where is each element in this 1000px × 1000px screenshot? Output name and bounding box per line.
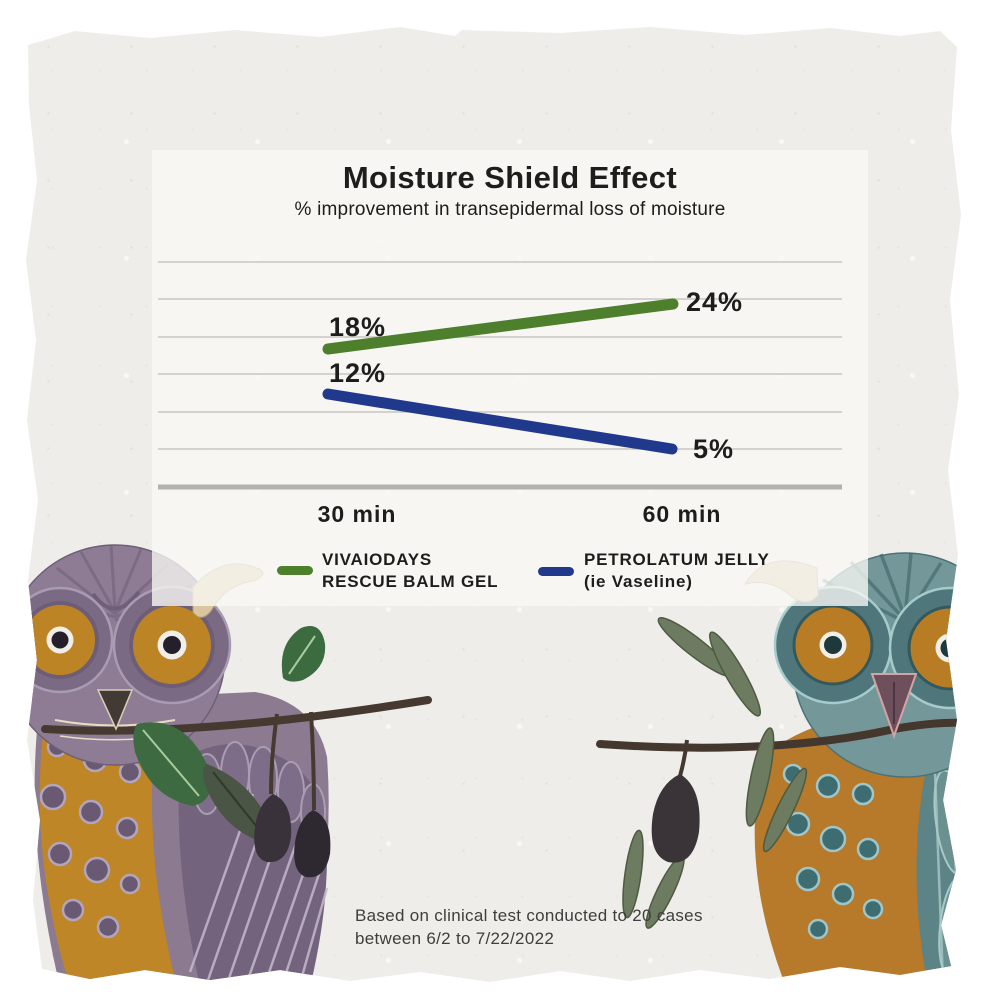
chart-plot (158, 261, 842, 490)
left-owl-pupil (51, 631, 69, 649)
x-tick-30min: 30 min (317, 501, 397, 527)
legend-label-blue-line1: PETROLATUM JELLY (584, 550, 770, 569)
legend-swatch-blue (538, 567, 574, 576)
left-owl-olive-branch (41, 626, 432, 878)
legend-swatch-green (277, 566, 313, 575)
series-line-rescue-balm-gel (322, 298, 679, 355)
data-label-blue-end: 5% (693, 434, 735, 464)
gridlines (158, 261, 842, 450)
series-line-petrolatum-jelly (322, 388, 678, 455)
right-owl-head (743, 552, 961, 778)
legend-label-green-line1: VIVAIODAYS (322, 550, 433, 569)
data-label-green-end: 24% (686, 287, 744, 317)
left-owl-beak (96, 689, 134, 731)
x-tick-60min: 60 min (642, 501, 722, 527)
left-owl-pupil (163, 636, 181, 654)
right-owl-wing (916, 756, 961, 982)
data-label-green-start: 18% (329, 312, 387, 342)
chart-title: Moisture Shield Effect (342, 160, 678, 195)
footnote-line2: between 6/2 to 7/22/2022 (355, 929, 555, 948)
right-owl-pupil (940, 638, 960, 658)
legend-label-green-line2: RESCUE BALM GEL (322, 572, 499, 591)
footnote-line1: Based on clinical test conducted to 20 c… (355, 906, 703, 925)
legend-label-blue-line2: (ie Vaseline) (584, 572, 693, 591)
right-owl-spots (782, 763, 884, 940)
right-owl-olive-branch (596, 617, 961, 929)
right-owl-pupil (824, 636, 842, 654)
data-label-blue-start: 12% (329, 358, 387, 388)
chart-subtitle: % improvement in transepidermal loss of … (294, 199, 726, 220)
chart-card (152, 150, 868, 606)
right-owl-illustration (596, 552, 961, 982)
